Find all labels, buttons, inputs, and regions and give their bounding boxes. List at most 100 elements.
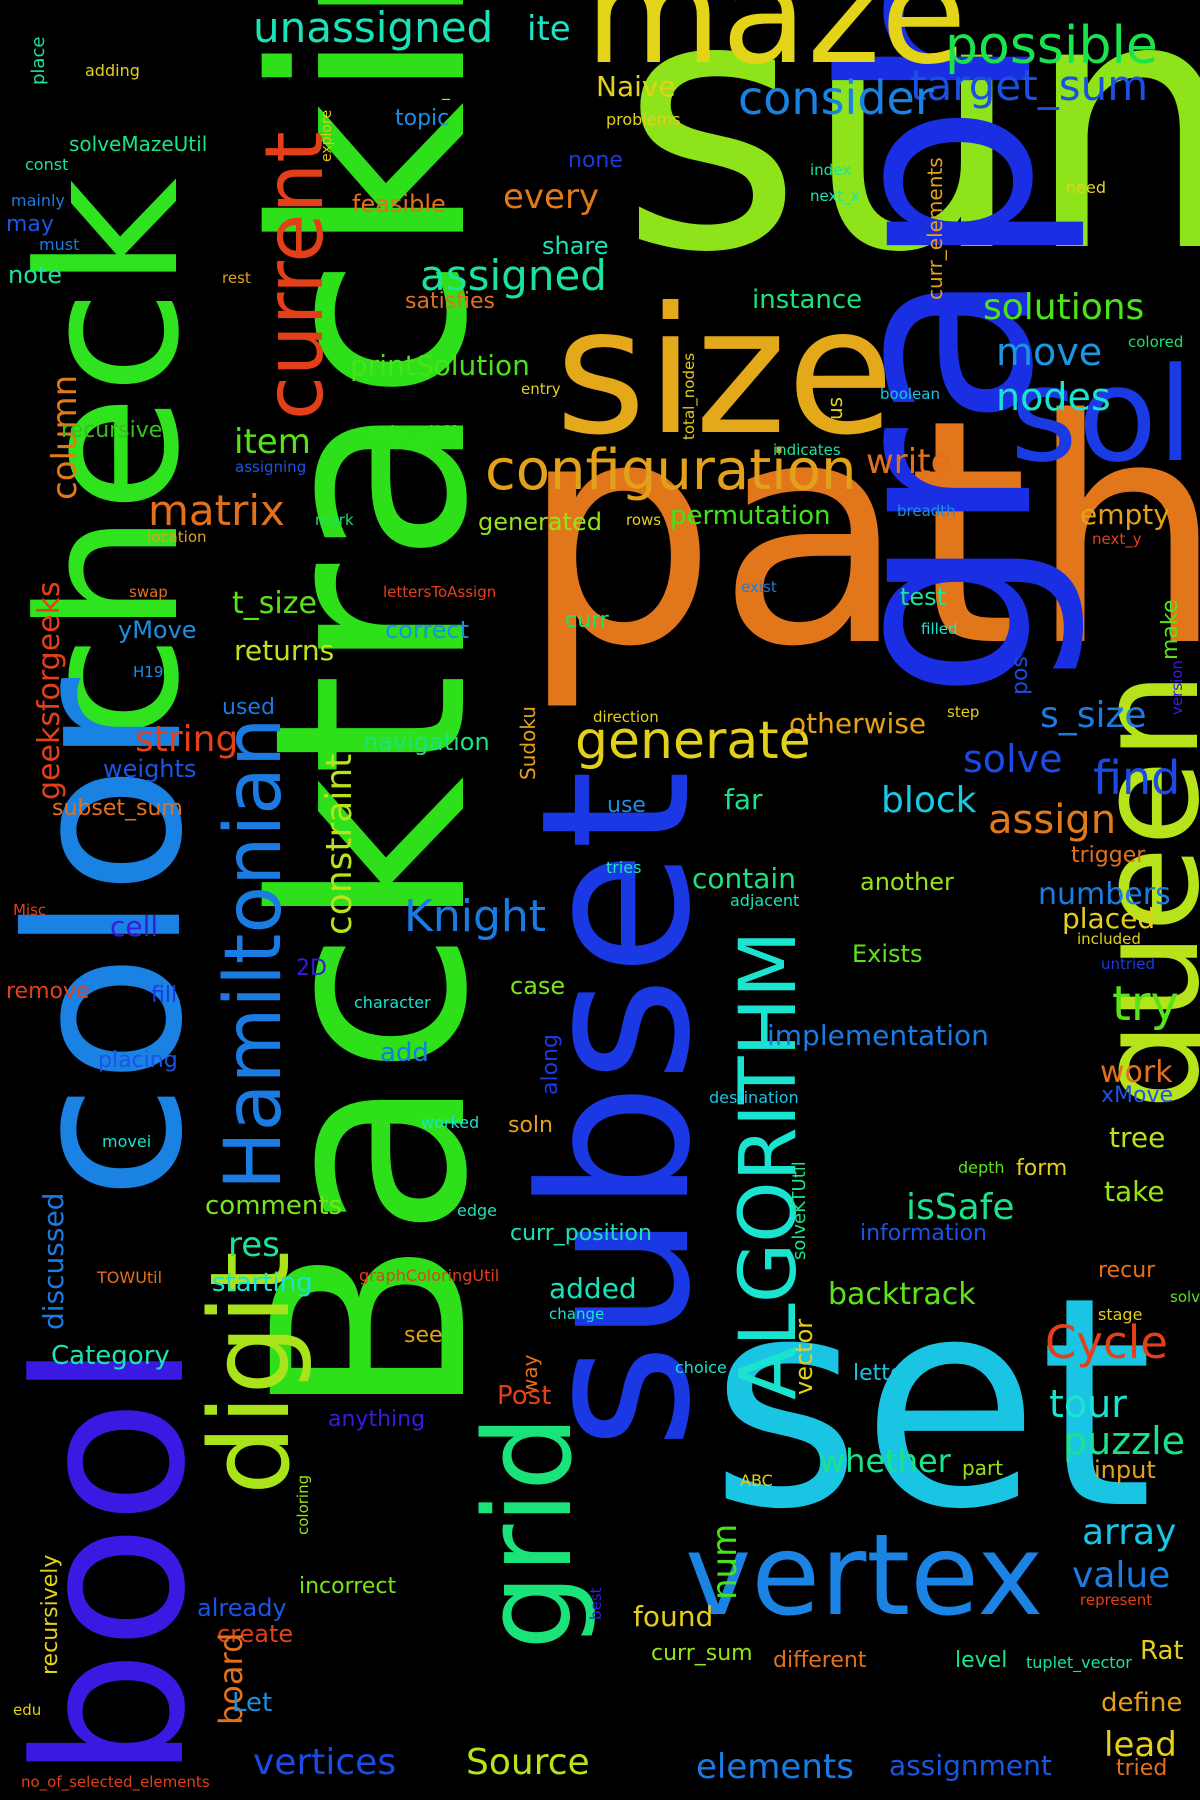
word-pos: pos xyxy=(1008,656,1033,695)
word-mainly: mainly xyxy=(11,191,65,210)
word-assignment: assignment xyxy=(889,1749,1052,1782)
word-curr-elements: curr_elements xyxy=(923,157,947,300)
word-swap: swap xyxy=(129,583,168,601)
word-ite: ite xyxy=(527,9,571,49)
word-boolean: boolean xyxy=(880,385,940,403)
word-explore: explore xyxy=(319,109,335,162)
word-grid: grid xyxy=(460,1414,599,1650)
word-category: Category xyxy=(51,1341,170,1371)
word-s-size: s_size xyxy=(1040,695,1147,736)
word-sum: sum xyxy=(620,0,1200,329)
word-xmove: xMove xyxy=(1101,1083,1174,1108)
word-direction: direction xyxy=(593,708,659,726)
word-contain: contain xyxy=(692,862,796,895)
word-different: different xyxy=(773,1648,867,1673)
word-let: Let xyxy=(232,1688,273,1718)
word-feasible: feasible xyxy=(352,190,446,218)
word-permutation: permutation xyxy=(670,501,831,531)
word-value: value xyxy=(1072,1555,1171,1596)
word-discussed: discussed xyxy=(37,1192,70,1330)
word-mark: mark xyxy=(315,511,354,529)
word-version: version xyxy=(1168,660,1186,715)
word-otherwise: otherwise xyxy=(789,707,927,740)
word-towutil: TOWUtil xyxy=(97,1268,163,1287)
word-along: along xyxy=(538,1034,563,1095)
word-no-of-selected-elements: no_of_selected_elements xyxy=(21,1773,210,1791)
word-information: information xyxy=(860,1221,987,1246)
word-topic: topic xyxy=(395,106,450,131)
word-tries: tries xyxy=(606,858,642,877)
word-generated: generated xyxy=(478,508,602,536)
word-depth: depth xyxy=(958,1158,1005,1177)
word-colored: colored xyxy=(1128,333,1184,351)
word-current: current xyxy=(248,131,341,420)
word-unassigned: unassigned xyxy=(253,3,494,52)
word-found: found xyxy=(633,1600,714,1633)
word-recursively: recursively xyxy=(38,1554,63,1675)
word-another: another xyxy=(860,868,954,896)
word-empty: empty xyxy=(1080,498,1170,531)
word-solvektutil: solveKTUtil xyxy=(789,1161,810,1260)
word-vertices: vertices xyxy=(253,1742,397,1783)
word-worked: worked xyxy=(421,1113,480,1132)
word-find: find xyxy=(1093,751,1181,805)
word-part: part xyxy=(962,1456,1004,1480)
word-placing: placing xyxy=(98,1048,178,1073)
word-solve: solve xyxy=(963,737,1063,781)
word-rest: rest xyxy=(222,269,251,287)
word-sol: sol xyxy=(1010,339,1194,491)
word-need: need xyxy=(1066,178,1106,197)
word-remove: remove xyxy=(6,979,90,1004)
word-printsolution: printSolution xyxy=(350,349,530,382)
word-used: used xyxy=(222,695,275,720)
word-letter: letter xyxy=(853,1361,913,1386)
word-issafe: isSafe xyxy=(906,1187,1015,1228)
word-included: included xyxy=(1077,930,1141,948)
word-entry: entry xyxy=(521,380,561,398)
word-stage: stage xyxy=(1098,1305,1143,1324)
word-tried: tried xyxy=(1116,1756,1168,1781)
word-try: try xyxy=(1112,976,1179,1032)
word-placed: placed xyxy=(1062,902,1156,935)
word-source: Source xyxy=(466,1742,590,1783)
word-nodes: nodes xyxy=(996,375,1111,419)
word-filled: filled xyxy=(921,620,958,638)
word-abc: ABC xyxy=(740,1471,773,1490)
word-edge: edge xyxy=(457,1201,497,1220)
word-untried: untried xyxy=(1101,955,1155,973)
word-level: level xyxy=(955,1648,1008,1673)
word-change: change xyxy=(549,1305,605,1323)
word-none: none xyxy=(568,148,623,173)
word-assigning: assigning xyxy=(235,458,307,476)
word-min-diff: min_diff xyxy=(368,423,456,448)
word-tree: tree xyxy=(1109,1121,1166,1154)
word-numbers: numbers xyxy=(1038,877,1171,912)
word-work: work xyxy=(1100,1055,1173,1090)
word-choice: choice xyxy=(675,1358,727,1377)
word-curr: curr xyxy=(565,608,609,633)
word-write: write xyxy=(866,442,952,482)
word-exist: exist xyxy=(741,578,777,596)
word-test: test xyxy=(900,583,947,611)
word-target-sum: target_sum xyxy=(910,61,1149,110)
word-vertex: vertex xyxy=(685,1511,1044,1641)
word-returns: returns xyxy=(234,634,335,667)
word-add: add xyxy=(380,1038,429,1068)
word-us: us xyxy=(823,396,847,420)
word-take: take xyxy=(1104,1175,1165,1208)
word-character: character xyxy=(354,993,431,1012)
word-solvemazeutil: solveMazeUtil xyxy=(69,132,208,156)
word-every: every xyxy=(503,177,600,217)
word-correct: correct xyxy=(385,616,470,644)
word-graphcoloringutil: graphColoringUtil xyxy=(359,1266,500,1285)
word-comments: comments xyxy=(205,1191,343,1221)
word-curr-position: curr_position xyxy=(510,1221,652,1246)
word-next-y: next_y xyxy=(1092,530,1142,548)
word-const: const xyxy=(25,155,69,174)
word-cycle: Cycle xyxy=(1045,1316,1168,1369)
word-assign: assign xyxy=(988,797,1117,843)
word-tuplet-vector: tuplet_vector xyxy=(1026,1653,1132,1672)
word-use: use xyxy=(607,793,646,818)
word-num: num xyxy=(705,1523,745,1600)
word-form: form xyxy=(1016,1156,1068,1181)
